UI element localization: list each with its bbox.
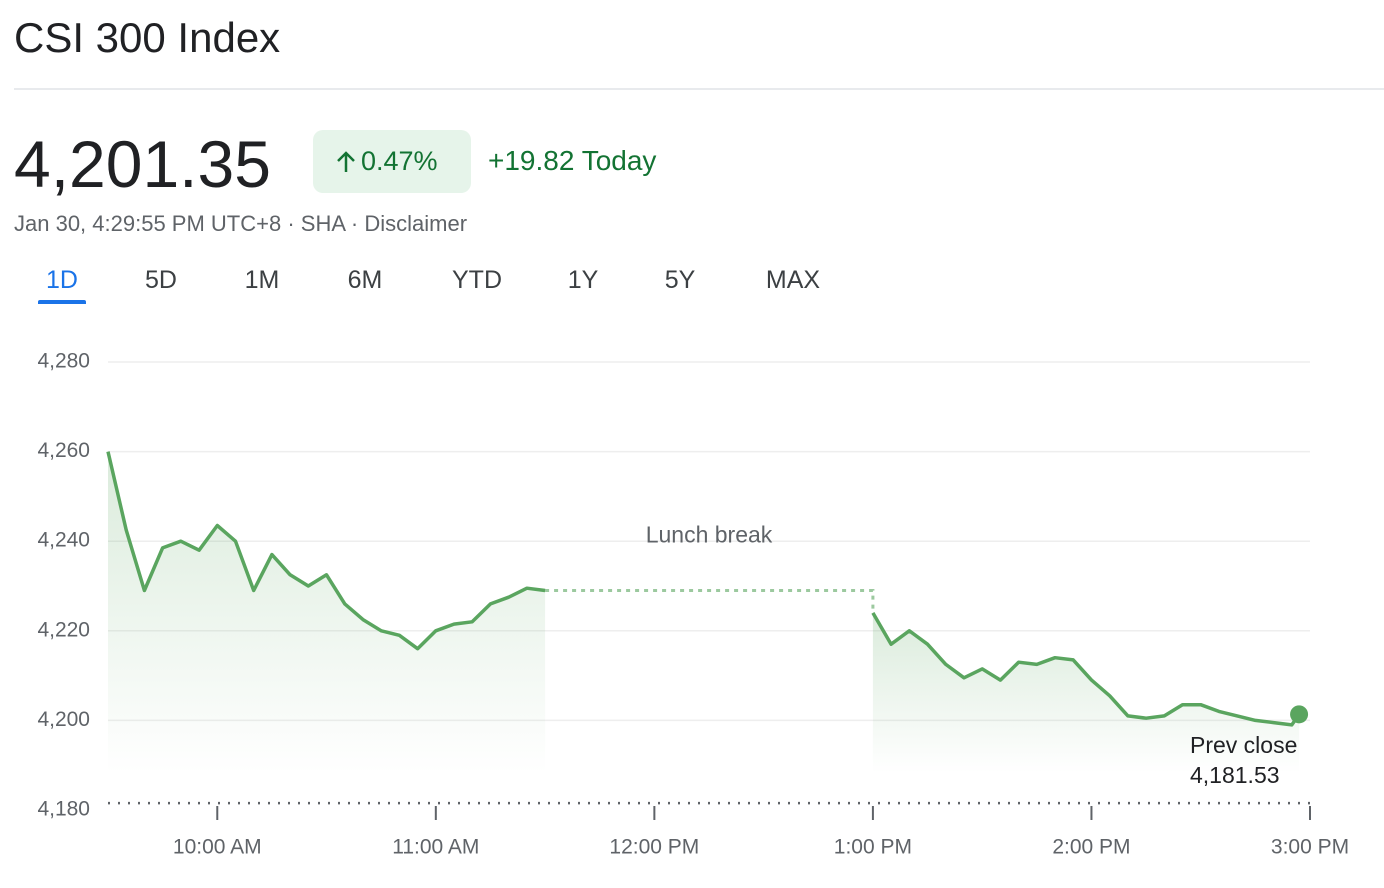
change-today: +19.82 Today (488, 145, 657, 176)
x-tick-label: 2:00 PM (1052, 836, 1130, 859)
chart: 4,180 4,200 4,220 4,240 4,260 4,280 10:00 AM 11… (37, 350, 1349, 859)
range-tab[interactable]: 1M (244, 266, 280, 294)
y-tick-label: 4,180 (37, 798, 90, 821)
break-connector (545, 588, 875, 613)
range-tab[interactable]: 1Y (567, 266, 599, 294)
y-tick-label: 4,240 (37, 529, 90, 552)
range-tab[interactable]: 1D (46, 266, 78, 294)
divider (14, 88, 1384, 90)
last-point (1290, 705, 1309, 724)
disclaimer-link[interactable]: Disclaimer (364, 211, 468, 236)
y-tick-label: 4,280 (37, 350, 90, 373)
range-tab[interactable]: 6M (347, 266, 383, 294)
price-line (106, 451, 546, 651)
range-tab[interactable]: MAX (765, 266, 821, 294)
y-tick-label: 4,200 (37, 708, 90, 731)
area-fill (108, 451, 546, 774)
range-tab[interactable]: 5D (145, 266, 177, 294)
prev-close-label: Prev close (1190, 732, 1297, 758)
timestamp: Jan 30, 4:29:55 PM UTC+8 (14, 211, 282, 236)
price-line (871, 612, 1301, 727)
x-tick-label: 11:00 AM (392, 836, 479, 859)
y-tick-label: 4,260 (37, 439, 90, 462)
prev-close-value: 4,181.53 (1190, 762, 1280, 788)
change-chip: 0.47% (313, 130, 471, 193)
x-tick-label: 10:00 AM (173, 836, 262, 859)
x-tick-label: 3:00 PM (1271, 836, 1349, 859)
area-fill (872, 612, 1300, 774)
x-tick-label: 12:00 PM (609, 836, 699, 859)
x-tick-label: 1:00 PM (834, 836, 912, 859)
tab-underline (38, 300, 86, 304)
y-tick-label: 4,220 (37, 618, 90, 641)
price: 4,201.35 (14, 127, 271, 201)
meta-line: Jan 30, 4:29:55 PM UTC+8 · SHA · Disclai… (14, 211, 468, 236)
annotation: Lunch break (646, 522, 773, 548)
change-percent: 0.47% (361, 146, 438, 176)
range-tab[interactable]: YTD (452, 266, 502, 294)
range-tab[interactable]: 5Y (664, 266, 696, 294)
exchange: SHA (300, 211, 345, 236)
title: CSI 300 Index (14, 14, 281, 61)
up-arrow-icon (337, 151, 355, 172)
